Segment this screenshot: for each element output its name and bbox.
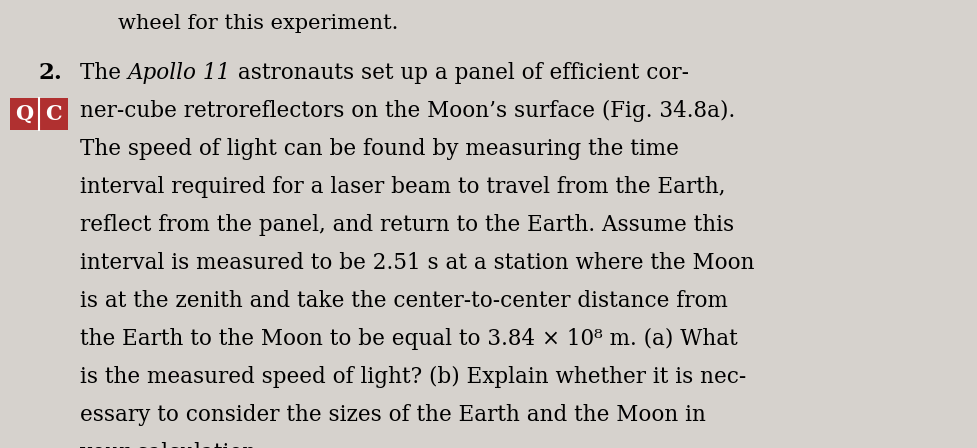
Text: is at the zenith and take the center-to-center distance from: is at the zenith and take the center-to-… [80, 290, 728, 312]
Text: Apollo 11: Apollo 11 [128, 62, 231, 84]
Text: astronauts set up a panel of efficient cor-: astronauts set up a panel of efficient c… [231, 62, 689, 84]
Text: C: C [45, 104, 62, 124]
Text: The: The [80, 62, 128, 84]
Text: wheel for this experiment.: wheel for this experiment. [118, 14, 399, 33]
Text: ner-cube retroreflectors on the Moon’s surface (Fig. 34.8a).: ner-cube retroreflectors on the Moon’s s… [80, 100, 736, 122]
Bar [10, 98, 68, 130]
Text: your calculation.: your calculation. [80, 442, 263, 448]
Text: interval required for a laser beam to travel from the Earth,: interval required for a laser beam to tr… [80, 176, 726, 198]
Text: reflect from the panel, and return to the Earth. Assume this: reflect from the panel, and return to th… [80, 214, 734, 236]
Text: essary to consider the sizes of the Earth and the Moon in: essary to consider the sizes of the Eart… [80, 404, 705, 426]
Text: Q: Q [16, 104, 33, 124]
Text: The speed of light can be found by measuring the time: The speed of light can be found by measu… [80, 138, 679, 160]
Text: 2.: 2. [38, 62, 62, 84]
Text: interval is measured to be 2.51 s at a station where the Moon: interval is measured to be 2.51 s at a s… [80, 252, 754, 274]
Text: is the measured speed of light? (b) Explain whether it is nec-: is the measured speed of light? (b) Expl… [80, 366, 746, 388]
Text: the Earth to the Moon to be equal to 3.84 × 10⁸ m. (a) What: the Earth to the Moon to be equal to 3.8… [80, 328, 738, 350]
